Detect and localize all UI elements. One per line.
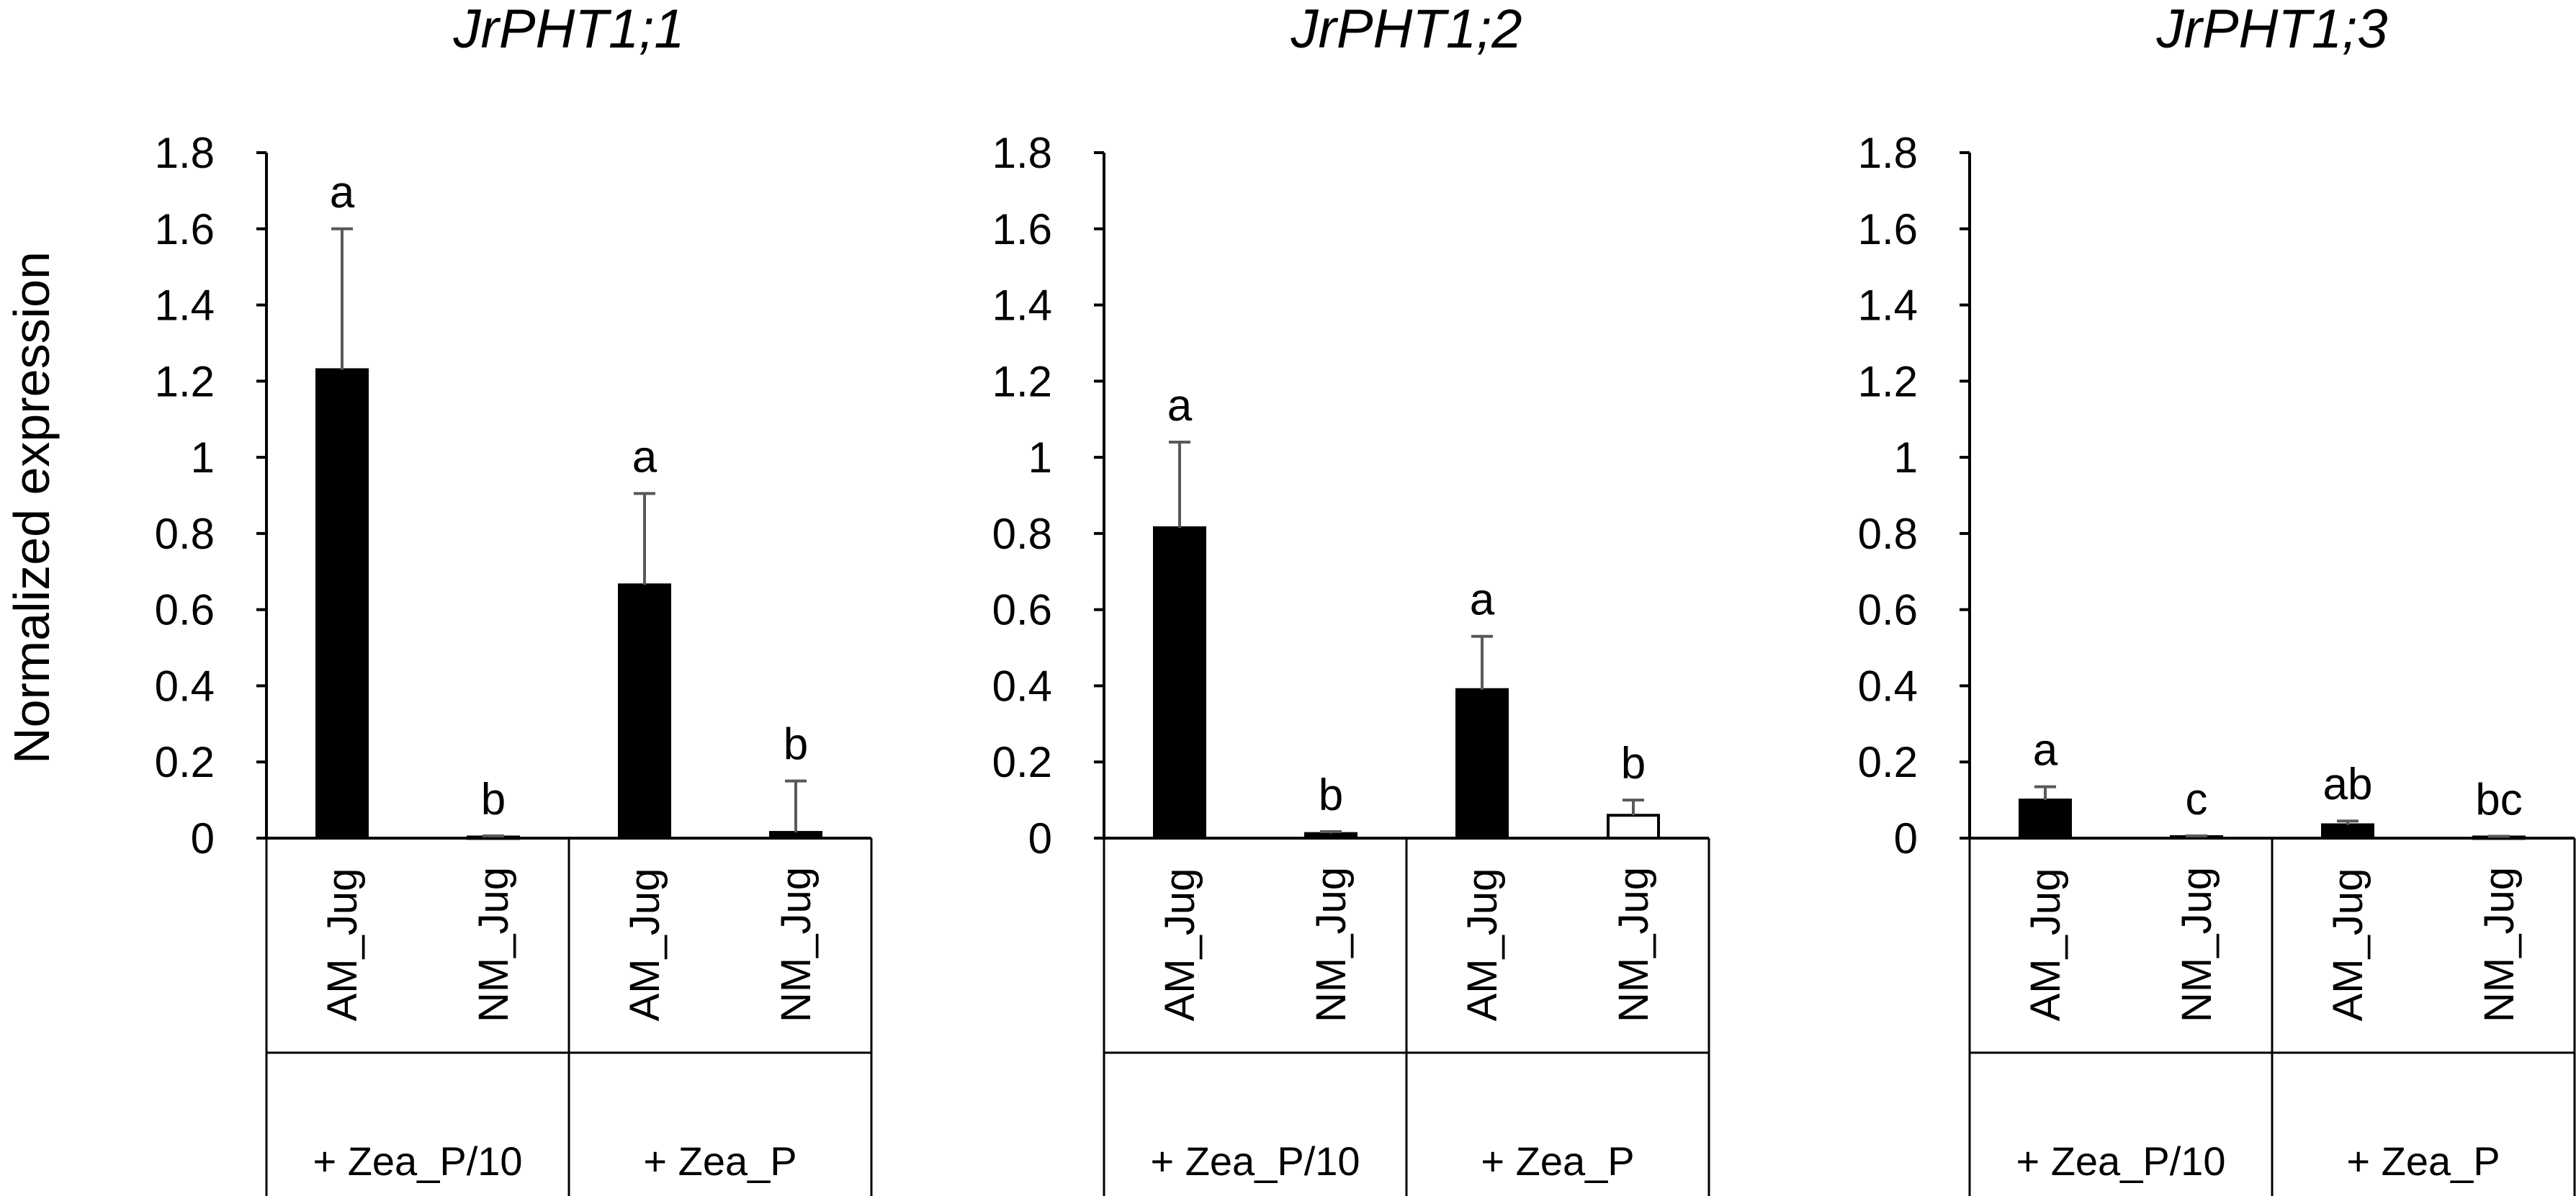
y-tick-label: 1 <box>1894 433 1918 482</box>
y-tick-label: 0.2 <box>992 738 1052 786</box>
category-label: NM_Jug <box>2173 867 2220 1022</box>
category-label: NM_Jug <box>2476 867 2523 1022</box>
y-tick-label: 0.8 <box>992 510 1052 558</box>
bar <box>1607 814 1660 840</box>
y-tick-label: 0.6 <box>992 586 1052 634</box>
y-tick-label: 0 <box>191 814 215 863</box>
y-tick-label: 1.2 <box>992 357 1052 405</box>
category-label: AM_Jug <box>621 868 668 1022</box>
chart-panels: JrPHT1;1 0 0.2 0.4 0.6 0.8 1 1.2 1.4 1.6 1.8 a AM_Ju… <box>155 0 2576 1196</box>
chart-panel-3: JrPHT1;3 0 0.2 0.4 0.6 0.8 1 1.2 1.4 1.6 1.8 a AM_Ju… <box>1858 0 2576 1196</box>
chart-panel-1: JrPHT1;1 0 0.2 0.4 0.6 0.8 1 1.2 1.4 1.6 1.8 a AM_Ju… <box>155 0 873 1196</box>
bar <box>769 831 822 840</box>
significance-letter: b <box>481 775 506 824</box>
y-tick-label: 0.6 <box>155 586 215 634</box>
bar <box>2321 823 2374 840</box>
category-label: AM_Jug <box>319 868 366 1022</box>
chart-title: JrPHT1;2 <box>1291 0 1522 60</box>
group-label: + Zea_P/10 <box>2016 1138 2225 1184</box>
category-label: AM_Jug <box>1459 868 1506 1022</box>
y-tick-label: 1.6 <box>1858 205 1918 253</box>
y-tick-label: 0.8 <box>1858 510 1918 558</box>
bar <box>618 583 671 840</box>
y-tick-label: 0.2 <box>155 738 215 786</box>
category-label: NM_Jug <box>1610 867 1657 1022</box>
chart-title: JrPHT1;3 <box>2156 0 2388 60</box>
group-label: + Zea_P <box>2346 1138 2500 1184</box>
group-label: + Zea_P <box>643 1138 796 1184</box>
y-tick-label: 1.8 <box>155 129 215 177</box>
category-label: NM_Jug <box>1308 867 1355 1022</box>
significance-letter: b <box>1319 770 1343 820</box>
category-label: AM_Jug <box>2325 868 2371 1022</box>
significance-letter: a <box>1167 381 1193 431</box>
y-tick-label: 0.4 <box>992 662 1052 710</box>
bar <box>315 368 369 840</box>
bar <box>1304 832 1357 840</box>
significance-letter: ab <box>2323 760 2373 809</box>
group-label: + Zea_P/10 <box>313 1138 522 1184</box>
group-label: + Zea_P/10 <box>1150 1138 1360 1184</box>
significance-letter: bc <box>2475 775 2522 824</box>
y-tick-label: 0 <box>1894 814 1918 863</box>
y-tick-label: 1.4 <box>1858 282 1918 330</box>
bar <box>1153 526 1206 840</box>
y-tick-label: 0 <box>1028 814 1052 863</box>
chart-panel-2: JrPHT1;2 0 0.2 0.4 0.6 0.8 1 1.2 1.4 1.6 1.8 a AM_Ju… <box>992 0 1710 1196</box>
y-tick-label: 0.6 <box>1858 586 1918 634</box>
y-tick-label: 1.6 <box>155 205 215 253</box>
y-tick-label: 1.8 <box>992 129 1052 177</box>
y-tick-label: 1.2 <box>155 357 215 405</box>
significance-letter: a <box>632 432 658 482</box>
y-tick-label: 0.2 <box>1858 738 1918 786</box>
significance-letter: a <box>2033 726 2058 775</box>
y-tick-label: 1.4 <box>155 282 215 330</box>
y-tick-label: 0.8 <box>155 510 215 558</box>
significance-letter: b <box>784 720 808 770</box>
category-label: NM_Jug <box>470 867 517 1022</box>
y-tick-label: 1.4 <box>992 282 1052 330</box>
significance-letter: c <box>2186 775 2208 824</box>
bar <box>2019 799 2072 840</box>
y-tick-label: 1.8 <box>1858 129 1918 177</box>
bar <box>1455 688 1509 840</box>
significance-letter: a <box>1470 575 1495 625</box>
category-label: NM_Jug <box>773 867 820 1022</box>
y-tick-label: 0.4 <box>155 662 215 710</box>
significance-letter: b <box>1621 739 1646 788</box>
category-label: AM_Jug <box>2022 868 2069 1022</box>
y-axis-label: Normalized expression <box>4 251 60 764</box>
y-tick-label: 1 <box>191 433 215 482</box>
y-tick-label: 1.2 <box>1858 357 1918 405</box>
chart-title: JrPHT1;1 <box>453 0 685 60</box>
y-tick-label: 1.6 <box>992 205 1052 253</box>
y-tick-label: 1 <box>1028 433 1052 482</box>
category-label: AM_Jug <box>1157 868 1203 1022</box>
group-label: + Zea_P <box>1481 1138 1634 1184</box>
y-tick-label: 0.4 <box>1858 662 1918 710</box>
significance-letter: a <box>330 168 355 217</box>
